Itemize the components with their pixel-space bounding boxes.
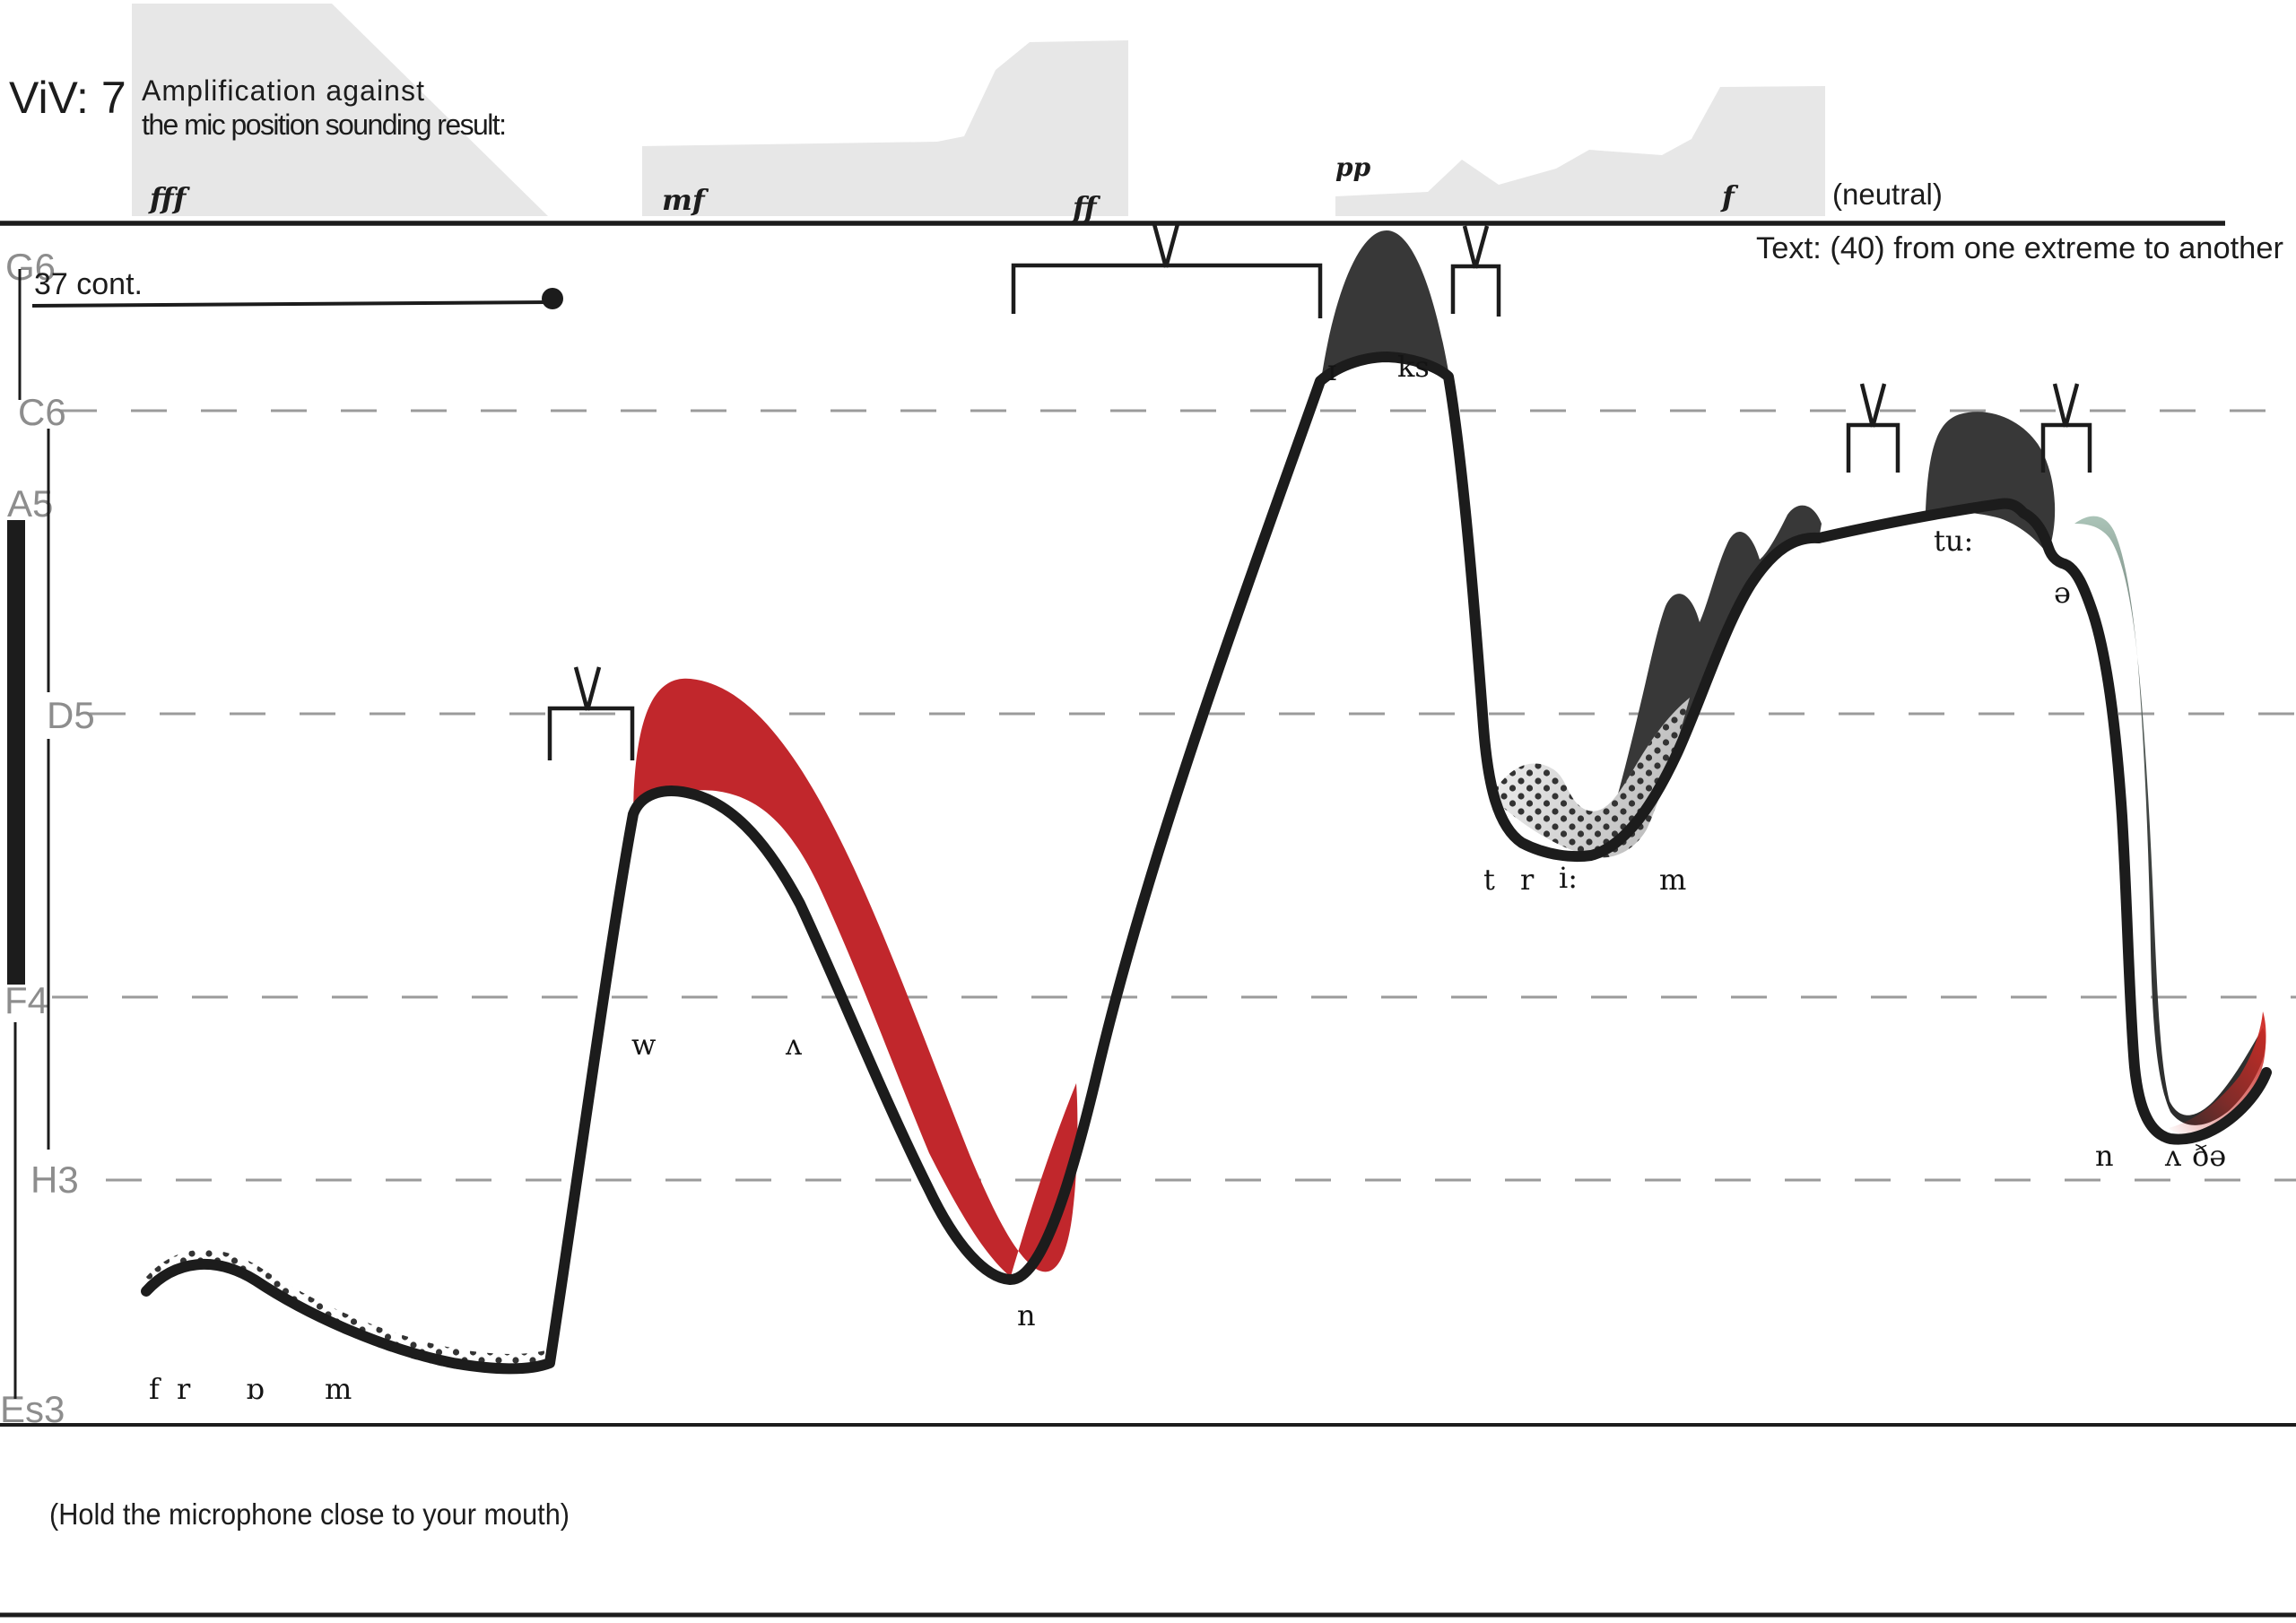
- footer-instruction: (Hold the microphone close to your mouth…: [49, 1497, 570, 1531]
- envelope-fff-shape: [132, 4, 548, 216]
- phoneme-from-o: ɒ: [246, 1372, 264, 1406]
- phoneme-extreme-t: t: [1483, 863, 1495, 897]
- phoneme-extreme-m: m: [1659, 863, 1686, 897]
- red-crescendo-fill: [633, 678, 1078, 1277]
- bracket-icon: [1011, 263, 1323, 318]
- breath-mark-2: [1011, 223, 1323, 318]
- breath-mark-3: [1450, 225, 1501, 317]
- bracket-icon: [547, 706, 635, 760]
- dynamic-mf: mf: [662, 183, 709, 217]
- pitch-label-f4: F4: [4, 979, 48, 1021]
- breath-v-icon: [1462, 225, 1490, 269]
- pitch-label-h3: H3: [30, 1159, 79, 1201]
- breath-v-icon: [1152, 223, 1180, 268]
- peak-cap-fill: [1321, 230, 1449, 380]
- phoneme-extreme-ii: i:: [1559, 861, 1578, 895]
- pitch-label-c6: C6: [18, 391, 66, 433]
- phoneme-from-f: f: [149, 1372, 161, 1406]
- phoneme-one-n: n: [1017, 1298, 1036, 1332]
- measure-continuation-line: [31, 300, 550, 308]
- phoneme-extreme-i: ɪ: [1327, 353, 1336, 387]
- bracket-icon: [1846, 422, 1900, 473]
- main-pitch-contour: [141, 352, 2272, 1375]
- bracket-icon: [1450, 264, 1501, 317]
- breath-v-icon: [2052, 383, 2080, 428]
- measure-continuation-label: 37 cont.: [34, 267, 143, 301]
- pitch-label-d5: D5: [47, 694, 95, 736]
- phoneme-extreme-r: r: [1520, 863, 1535, 897]
- page-title: ViV: 7: [9, 73, 126, 123]
- envelope-pp-f-shape: [1335, 86, 1825, 216]
- final-descent-band: [2074, 516, 2266, 1125]
- pitch-label-g6: G6: [5, 246, 56, 288]
- pitch-label-es3: Es3: [0, 1388, 65, 1430]
- register-bar: [7, 520, 25, 985]
- dynamic-f: f: [1720, 179, 1739, 213]
- phoneme-one-v: ʌ: [785, 1028, 802, 1062]
- breath-mark-1: [547, 666, 635, 760]
- phoneme-from-r: r: [177, 1372, 191, 1406]
- envelope-mf-ff-shape: [642, 40, 1128, 216]
- neutral-label: (neutral): [1832, 178, 1943, 211]
- phoneme-to: tu:: [1934, 524, 1973, 558]
- dynamic-pp: pp: [1335, 152, 1371, 182]
- phoneme-another-v: ʌ: [2164, 1139, 2181, 1173]
- subtitle-line2: the mic position sounding result:: [142, 108, 507, 141]
- subtitle-line1: Amplification against: [142, 74, 424, 107]
- phoneme-one-w: w: [631, 1028, 656, 1062]
- text-cue: Text: (40) from one extreme to another: [1756, 231, 2283, 265]
- pitch-label-a5: A5: [7, 482, 53, 525]
- breath-mark-5: [2040, 383, 2092, 473]
- phoneme-from-m: m: [325, 1372, 352, 1406]
- breath-v-icon: [573, 666, 602, 711]
- phoneme-another-schwa: ə: [2054, 576, 2071, 610]
- measure-continuation-dot: [542, 288, 563, 309]
- phoneme-extreme-ks: ks: [1397, 350, 1430, 384]
- dynamic-fff: fff: [148, 181, 190, 215]
- phoneme-another-n: n: [2095, 1139, 2114, 1173]
- breath-v-icon: [1859, 383, 1887, 428]
- bracket-icon: [2040, 422, 2092, 473]
- breath-mark-4: [1846, 383, 1900, 473]
- phoneme-another-de: ðə: [2192, 1139, 2226, 1173]
- dynamic-ff: ff: [1071, 190, 1101, 224]
